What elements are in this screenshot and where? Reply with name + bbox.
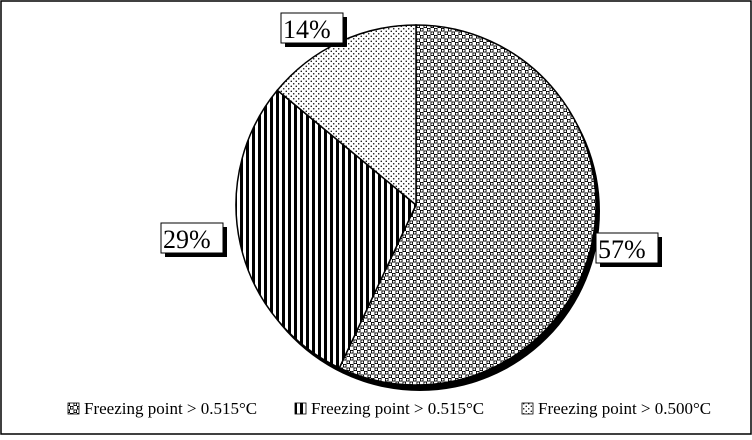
legend-swatch-1 (67, 402, 80, 415)
legend-label-2: Freezing point > 0.515°C (311, 399, 484, 418)
legend-label-3: Freezing point > 0.500°C (538, 399, 711, 418)
data-label-1: 57% (598, 235, 646, 264)
pie-labels: 57% 29% 14% (160, 12, 662, 267)
data-label-box-3 (280, 12, 344, 44)
legend: Freezing point > 0.515°C Freezing point >… (67, 399, 711, 418)
data-label-box-2 (160, 222, 224, 254)
data-label-3: 14% (283, 15, 331, 44)
pie-slice-2 (235, 89, 417, 369)
legend-label-1: Freezing point > 0.515°C (84, 399, 257, 418)
data-label-2: 29% (163, 225, 211, 254)
legend-swatch-2 (294, 402, 307, 415)
legend-swatch-3 (521, 402, 534, 415)
pie-slice-1 (338, 24, 597, 386)
pie-slices (235, 24, 597, 386)
data-label-box-1 (595, 232, 659, 264)
